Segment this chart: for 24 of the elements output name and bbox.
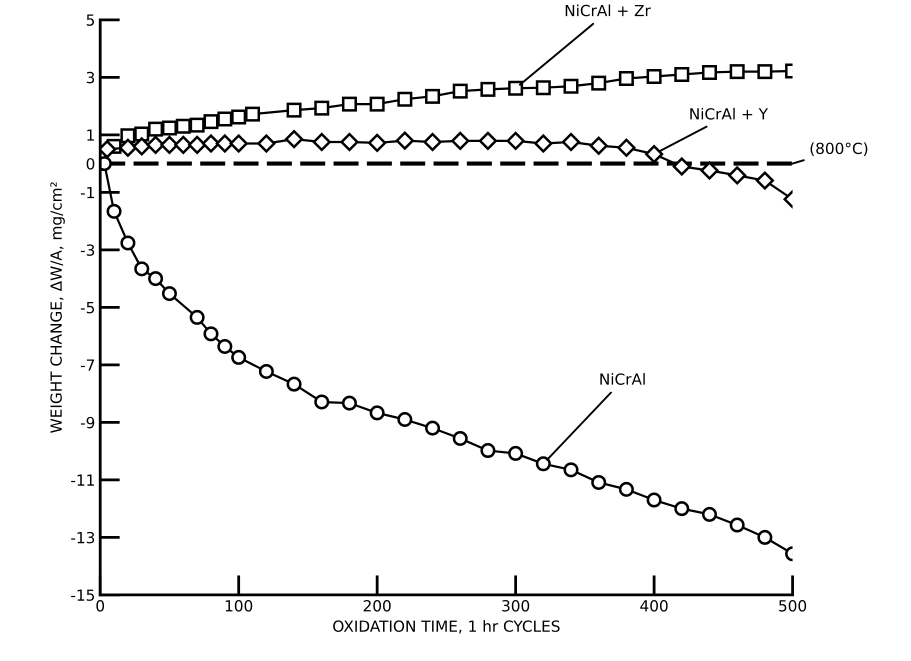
text: NiCrAl + Y [690, 108, 768, 120]
y-tick-label: -7 [80, 360, 94, 371]
text: NiCrAl + Zr [566, 4, 651, 16]
text: NiCrAl [600, 373, 645, 385]
y-tick-label: -3 [80, 244, 94, 256]
x-tick-label: 200 [364, 600, 391, 612]
x-tick-label: 300 [502, 600, 530, 612]
y-tick-label: 5 [86, 14, 94, 26]
y-tick-label: 1 [87, 130, 94, 141]
y-tick-label: -13 [71, 532, 94, 544]
y-tick-label: -5 [80, 302, 94, 314]
x-tick-label: 500 [779, 600, 806, 612]
ref-line-label: (800°C) [810, 142, 868, 156]
x-tick-label: 0 [96, 600, 104, 612]
y-tick-label: 3 [86, 72, 94, 84]
y-tick-label: -9 [80, 416, 94, 428]
y-axis-title: WEIGHT CHANGE, ΔW/A, mg/cm² [50, 182, 65, 433]
y-tick-label: 0 [86, 158, 94, 170]
y-tick-label: -1 [80, 187, 94, 198]
y-tick-label: -15 [71, 590, 94, 601]
x-tick-label: 100 [226, 600, 252, 612]
x-tick-label: 400 [640, 600, 668, 612]
y-tick-label: -11 [71, 474, 94, 486]
x-axis-title: OXIDATION TIME, 1 hr CYCLES [333, 620, 560, 634]
